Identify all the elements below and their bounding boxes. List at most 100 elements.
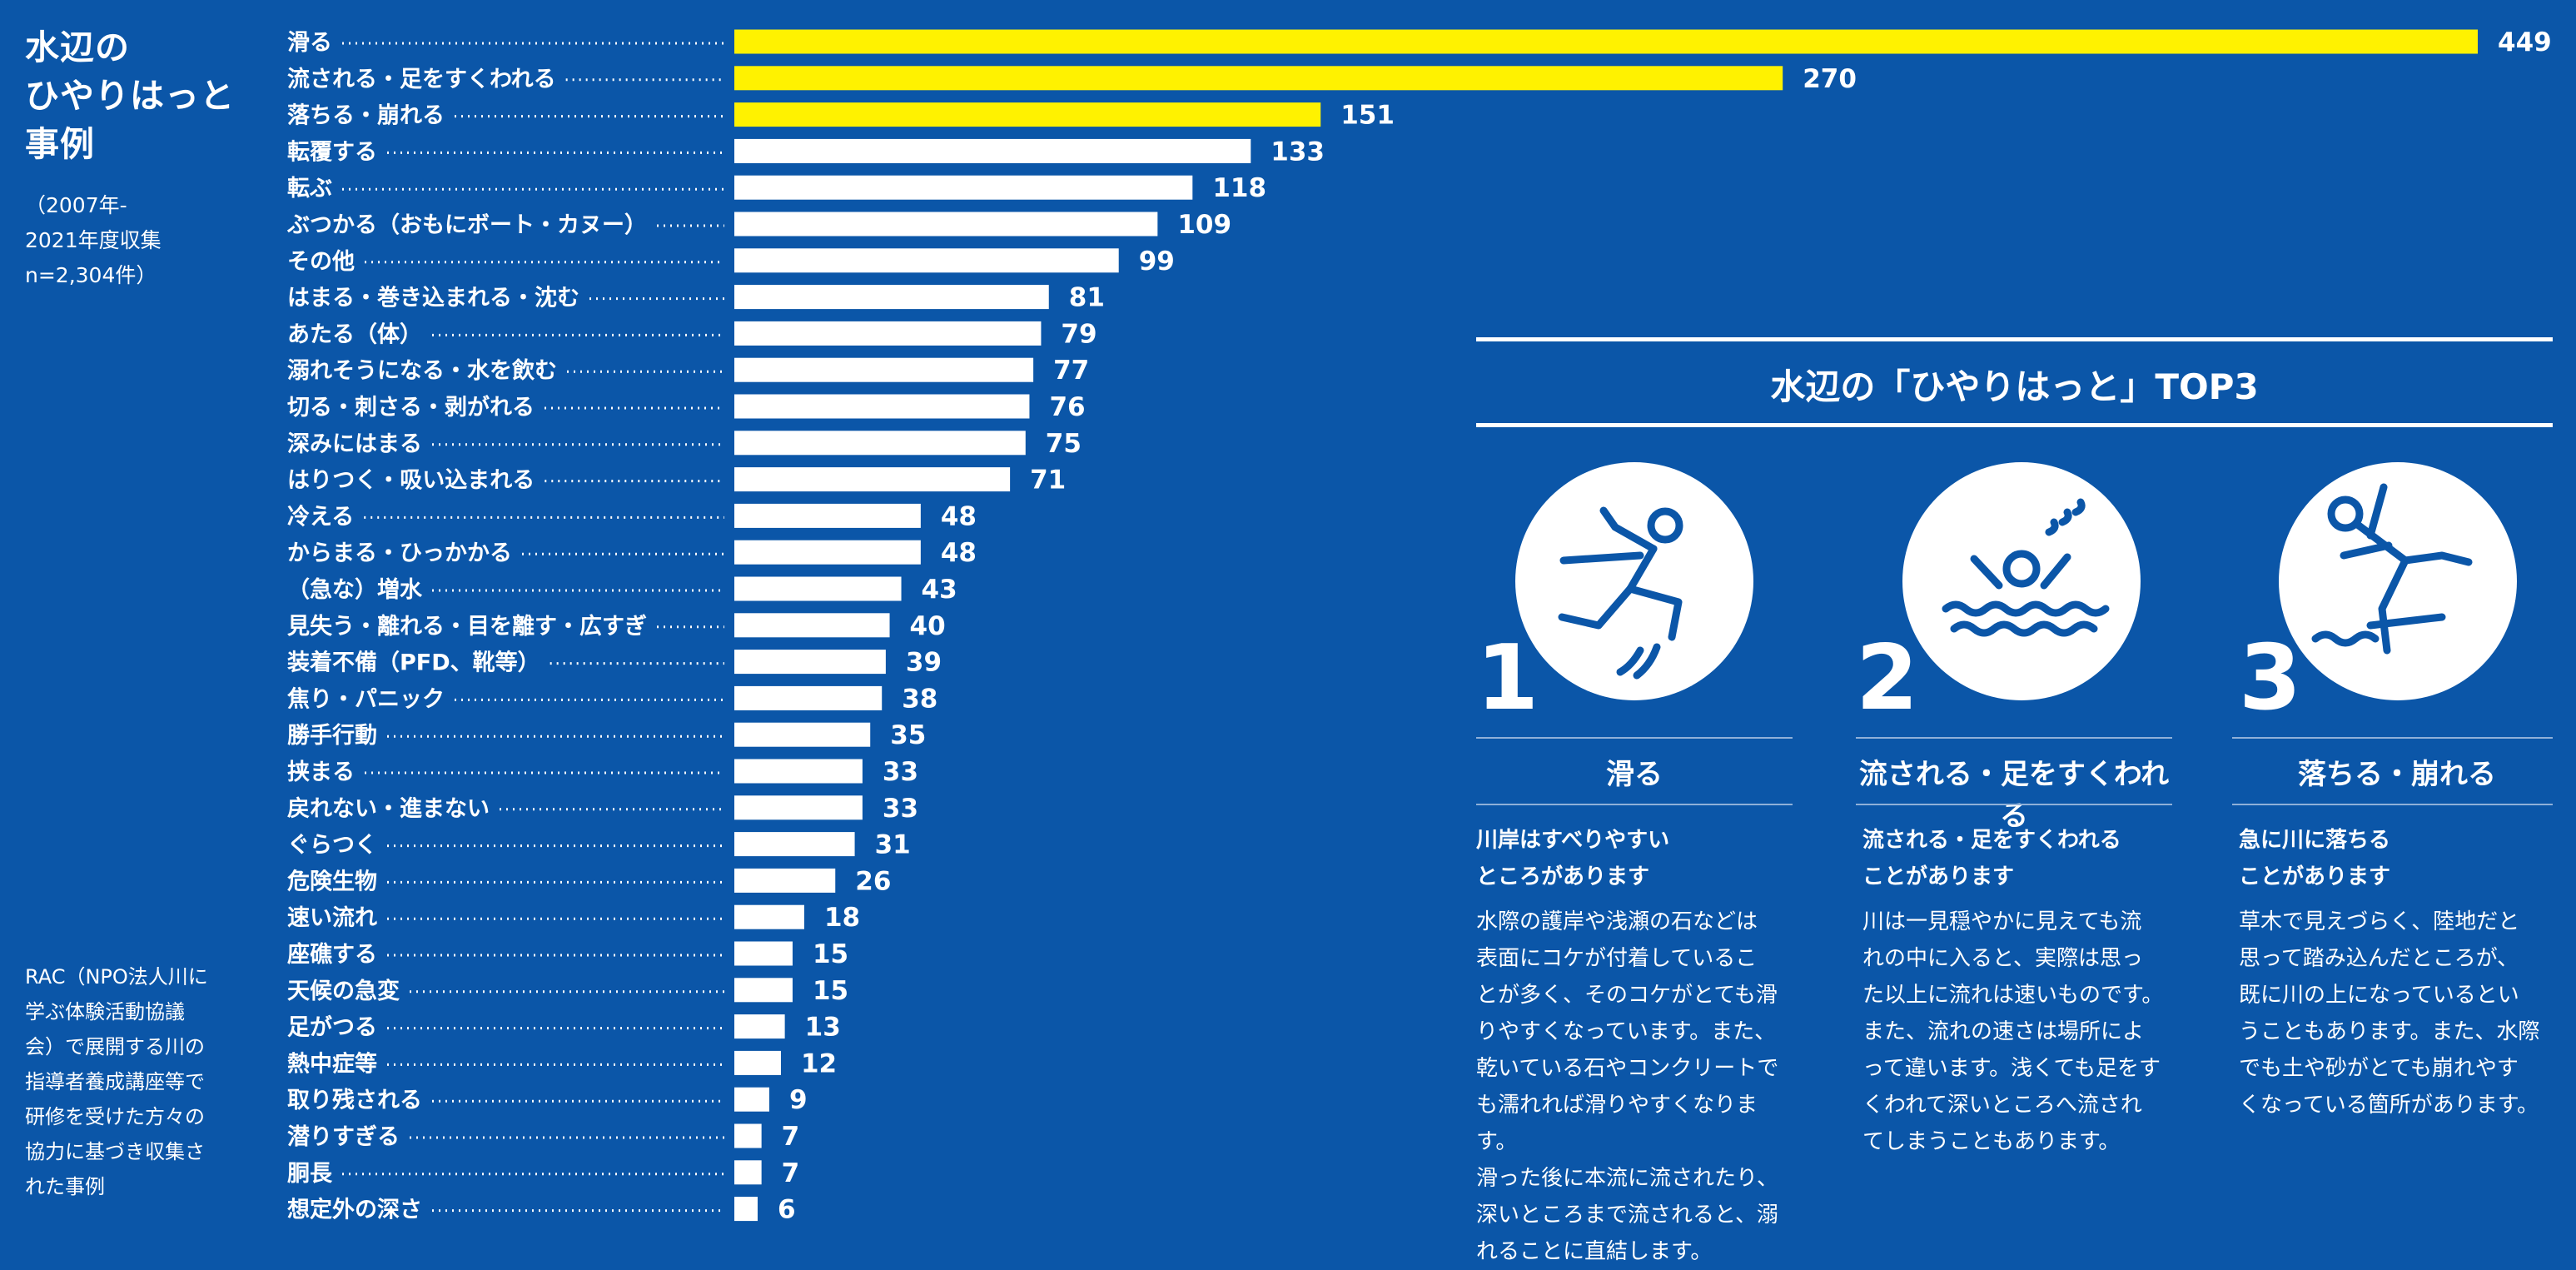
value-label: 270 [1803,64,1857,94]
bar [734,102,1321,127]
bar [734,138,1251,163]
bar [734,576,902,601]
bar [734,1123,762,1148]
top3-item-1: 1 滑る 川岸はすべりやすい ところがあります 水際の護岸や浅瀬の石などは 表面… [1476,462,1793,1264]
bar [734,66,1783,91]
divider [1856,737,2172,739]
rank-number-1: 1 [1476,626,1539,730]
subtitle-line-2: 2021年度収集 [25,228,162,252]
item-body-line: 乾いている石やコンクリートで [1476,1056,1779,1081]
bar [734,540,921,565]
category-label: 流される・足をすくわれる [287,67,556,92]
category-label: 速い流れ [287,905,377,931]
category-label: 見失う・離れる・目を離す・広すぎ [287,613,647,640]
value-label: 118 [1212,173,1266,203]
top3-item-2: 2 流される・足をすくわれる 流される・足をすくわれる ことがあります 川は一見… [1856,462,2172,1228]
subtitle-line-3: n=2,304件） [25,263,157,287]
category-label: 潜りすぎる [287,1124,400,1150]
infographic: 水辺の ひやりはっと 事例 （2007年- 2021年度収集 n=2,304件）… [25,23,2555,1264]
bar [734,503,921,528]
category-label: 熱中症等 [287,1050,377,1077]
item-body-line: 水際の護岸や浅瀬の石などは [1476,909,1758,934]
note-line-1: RAC（NPO法人川に [25,965,208,989]
category-label: 勝手行動 [287,722,377,749]
item-body-line: れることに直結します。 [1476,1239,1713,1264]
item-subtitle-line: ことがあります [1862,864,2015,889]
value-label: 38 [902,684,937,714]
slipping-person-icon [1558,506,1683,680]
category-label: 挟まる [287,760,355,785]
bar [734,759,863,784]
bar [734,212,1158,237]
item-body-3: 草木で見えづらく、陸地だと 思って踏み込んだところが、 既に川の上になっていると… [2239,904,2559,1123]
bar [734,941,793,966]
item-subtitle-line: ことがあります [2239,864,2391,889]
title-block: 水辺の ひやりはっと 事例 （2007年- 2021年度収集 n=2,304件） [25,23,250,293]
category-label: 溺れそうになる・水を飲む [287,357,557,384]
item-body-line: 草木で見えづらく、陸地だと [2239,909,2520,934]
note-line-6: 協力に基づき収集さ [25,1140,205,1163]
divider [2232,737,2553,739]
value-label: 99 [1139,247,1175,276]
value-label: 15 [813,939,848,969]
value-label: 75 [1046,429,1082,459]
item-subtitle-1: 川岸はすべりやすい ところがあります [1476,822,1793,895]
value-label: 26 [855,866,891,896]
item-body-line: くなっている箇所があります。 [2239,1093,2539,1118]
item-subtitle-3: 急に川に落ちる ことがあります [2239,822,2555,895]
item-body-line: てしまうこともあります。 [1862,1129,2121,1154]
falling-person-icon [2311,483,2473,655]
item-body-line: くわれて深いところへ流され [1862,1093,2142,1118]
bar [734,1050,781,1075]
value-label: 48 [941,538,977,568]
value-label: 48 [941,501,977,531]
item-body-line: りやすくなっています。また、 [1476,1019,1777,1044]
divider [1476,804,1793,805]
title-line-2: ひやりはっと [25,76,235,116]
item-body-line: って違います。浅くても足をす [1862,1056,2161,1081]
bar [734,29,2478,54]
value-label: 76 [1049,392,1085,422]
bar [734,722,871,747]
bar [734,613,890,638]
top3-item-3: 3 落ちる・崩れる 急に川に落ちる ことがあります 草木で見えづらく、陸地だと … [2232,462,2555,1228]
bar [734,394,1030,419]
category-label: はりつく・吸い込まれる [287,468,535,494]
divider [1856,804,2172,805]
category-label: 装着不備（PFD、靴等） [287,650,540,676]
item-body-line: 表面にコケが付着しているこ [1476,946,1758,971]
panel-title: 水辺の「ひやりはっと」TOP3 [1770,366,2259,407]
item-body-line: た以上に流れは速いものです。 [1862,983,2164,1008]
bar [734,357,1034,382]
value-label: 31 [875,830,911,860]
value-label: 109 [1177,210,1231,240]
bar [734,1197,758,1222]
bar [734,978,793,1003]
note-line-5: 研修を受けた方々の [25,1105,205,1128]
rank-number-3: 3 [2239,626,2302,730]
note-line-4: 指導者養成講座等で [25,1070,205,1093]
category-label: 戻れない・進まない [287,796,490,822]
item-body-line: また、流れの速さは場所によ [1862,1019,2145,1044]
item-heading-1: 滑る [1606,758,1663,791]
value-label: 9 [789,1085,808,1115]
value-label: 81 [1069,283,1105,313]
category-label: 転ぶ [287,176,332,202]
bar [734,832,855,857]
bar [734,285,1049,310]
item-body-line: 既に川の上になっているとい [2239,983,2519,1008]
item-subtitle-line: 急に川に落ちる [2239,828,2391,853]
value-label: 18 [824,903,860,933]
category-label: 転覆する [287,139,377,165]
subtitle: （2007年- 2021年度収集 n=2,304件） [25,188,250,293]
item-subtitle-2: 流される・足をすくわれる ことがあります [1862,822,2179,895]
category-label: 天候の急変 [287,978,400,1004]
category-label: 滑る [287,30,332,56]
source-note: RAC（NPO法人川に 学ぶ体験活動協議 会）で展開する川の 指導者養成講座等で… [25,959,238,1204]
category-label: はまる・巻き込まれる・沈む [287,286,579,311]
item-body-line: 川は一見穏やかに見えても流 [1862,909,2142,934]
bar [734,321,1042,346]
value-label: 79 [1061,319,1097,349]
value-label: 33 [883,794,918,824]
